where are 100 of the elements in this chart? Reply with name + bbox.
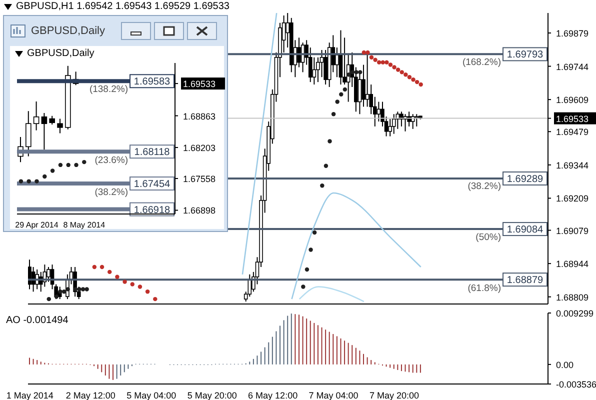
point: [54, 294, 59, 299]
y-tick-label: -0.003536: [556, 380, 596, 390]
point: [418, 82, 423, 87]
ref-line-label: 1.68118: [134, 147, 170, 158]
annotation: (38.2%): [94, 186, 128, 198]
annotation: (23.6%): [94, 154, 128, 166]
point: [358, 70, 362, 74]
annotation: (138.2%): [89, 84, 128, 96]
point: [66, 162, 70, 168]
annotation: (38.2%): [468, 181, 501, 192]
x-tick-label: 7 May 20:00: [370, 390, 420, 400]
chart-title: GBPUSD,Daily: [31, 25, 105, 37]
candlestick: [324, 49, 328, 86]
point: [115, 274, 120, 279]
point: [414, 80, 420, 84]
ref-line-label: 1.66918: [134, 204, 171, 216]
ref-line-label: 1.69793: [506, 50, 544, 61]
point: [384, 60, 389, 64]
point: [328, 139, 332, 144]
x-tick-label: 2 May 12:00: [66, 390, 116, 400]
y-tick-label: 1.69209: [556, 194, 589, 204]
point: [100, 264, 104, 270]
x-tick-label: 29 Apr 2014: [15, 220, 59, 230]
point: [122, 280, 127, 284]
point: [26, 179, 31, 184]
candlestick: [28, 259, 32, 290]
point: [346, 72, 351, 77]
point: [138, 284, 142, 289]
y-tick-label: 1.68203: [183, 142, 216, 153]
annotation: (168.2%): [462, 57, 501, 68]
point: [380, 60, 385, 64]
y-tick-label: 1.69879: [556, 28, 589, 38]
ref-line-label: 1.69289: [506, 174, 544, 185]
point: [34, 179, 39, 184]
point: [396, 68, 400, 72]
y-tick-label: 1.69533: [183, 79, 216, 90]
point: [388, 62, 393, 67]
point: [153, 296, 158, 302]
point: [82, 160, 86, 164]
y-tick-label: 1.69744: [556, 62, 589, 72]
y-tick-label: 1.69479: [556, 127, 589, 138]
point: [366, 50, 370, 55]
point: [369, 55, 374, 60]
point: [130, 282, 134, 286]
candlestick: [46, 266, 50, 282]
point: [320, 184, 324, 188]
annotation: (50%): [476, 232, 501, 244]
y-tick-label: 0.009299: [556, 308, 594, 318]
candlestick: [376, 101, 381, 122]
point: [58, 162, 63, 168]
point: [58, 290, 62, 294]
x-tick-label: 5 May 04:00: [126, 390, 176, 400]
point: [18, 179, 24, 184]
candlestick: [33, 100, 40, 131]
point: [66, 287, 70, 292]
chart-title: AO -0.001494: [6, 315, 68, 326]
point: [350, 70, 355, 74]
candlestick: [297, 37, 301, 68]
chart-title: GBPUSD,H1 1.69542 1.69543 1.69529 1.69533: [16, 1, 230, 12]
point: [73, 287, 78, 292]
y-tick-label: 1.68944: [556, 259, 589, 270]
point: [46, 296, 51, 302]
point: [301, 284, 306, 289]
y-tick-label: 1.69079: [556, 226, 589, 236]
y-tick-label: 0.00: [556, 360, 574, 370]
point: [92, 264, 97, 270]
ref-line-label: 1.68879: [506, 275, 544, 286]
x-tick-label: 6 May 12:00: [248, 390, 298, 400]
x-tick-label: 8 May 2014: [63, 220, 106, 230]
point: [324, 164, 328, 168]
point: [62, 290, 66, 294]
point: [42, 174, 47, 179]
candlestick: [414, 114, 419, 127]
y-tick-label: 1.68863: [183, 111, 216, 122]
point: [77, 287, 82, 292]
chart-title: GBPUSD,Daily: [27, 48, 94, 59]
y-tick-label: 1.69344: [556, 160, 589, 170]
point: [400, 70, 404, 74]
y-tick-label: 1.69533: [556, 114, 589, 124]
line-series: [242, 13, 278, 276]
point: [331, 112, 336, 116]
candlestick: [248, 274, 252, 298]
candlestick: [41, 112, 48, 150]
ref-line-label: 1.69084: [506, 224, 544, 236]
x-tick-label: 7 May 04:00: [308, 390, 358, 400]
point: [404, 72, 408, 77]
annotation: (61.8%): [468, 282, 501, 294]
point: [407, 75, 412, 80]
y-tick-label: 1.66898: [183, 206, 216, 216]
point: [354, 70, 358, 74]
point: [50, 168, 55, 173]
point: [373, 58, 378, 62]
y-tick-label: 1.67558: [183, 174, 216, 184]
candlestick: [312, 56, 316, 86]
point: [84, 287, 89, 292]
point: [304, 267, 310, 272]
point: [145, 290, 150, 294]
x-tick-label: 5 May 20:00: [187, 390, 237, 400]
candlestick: [320, 49, 324, 78]
x-tick-label: 1 May 2014: [6, 390, 54, 400]
